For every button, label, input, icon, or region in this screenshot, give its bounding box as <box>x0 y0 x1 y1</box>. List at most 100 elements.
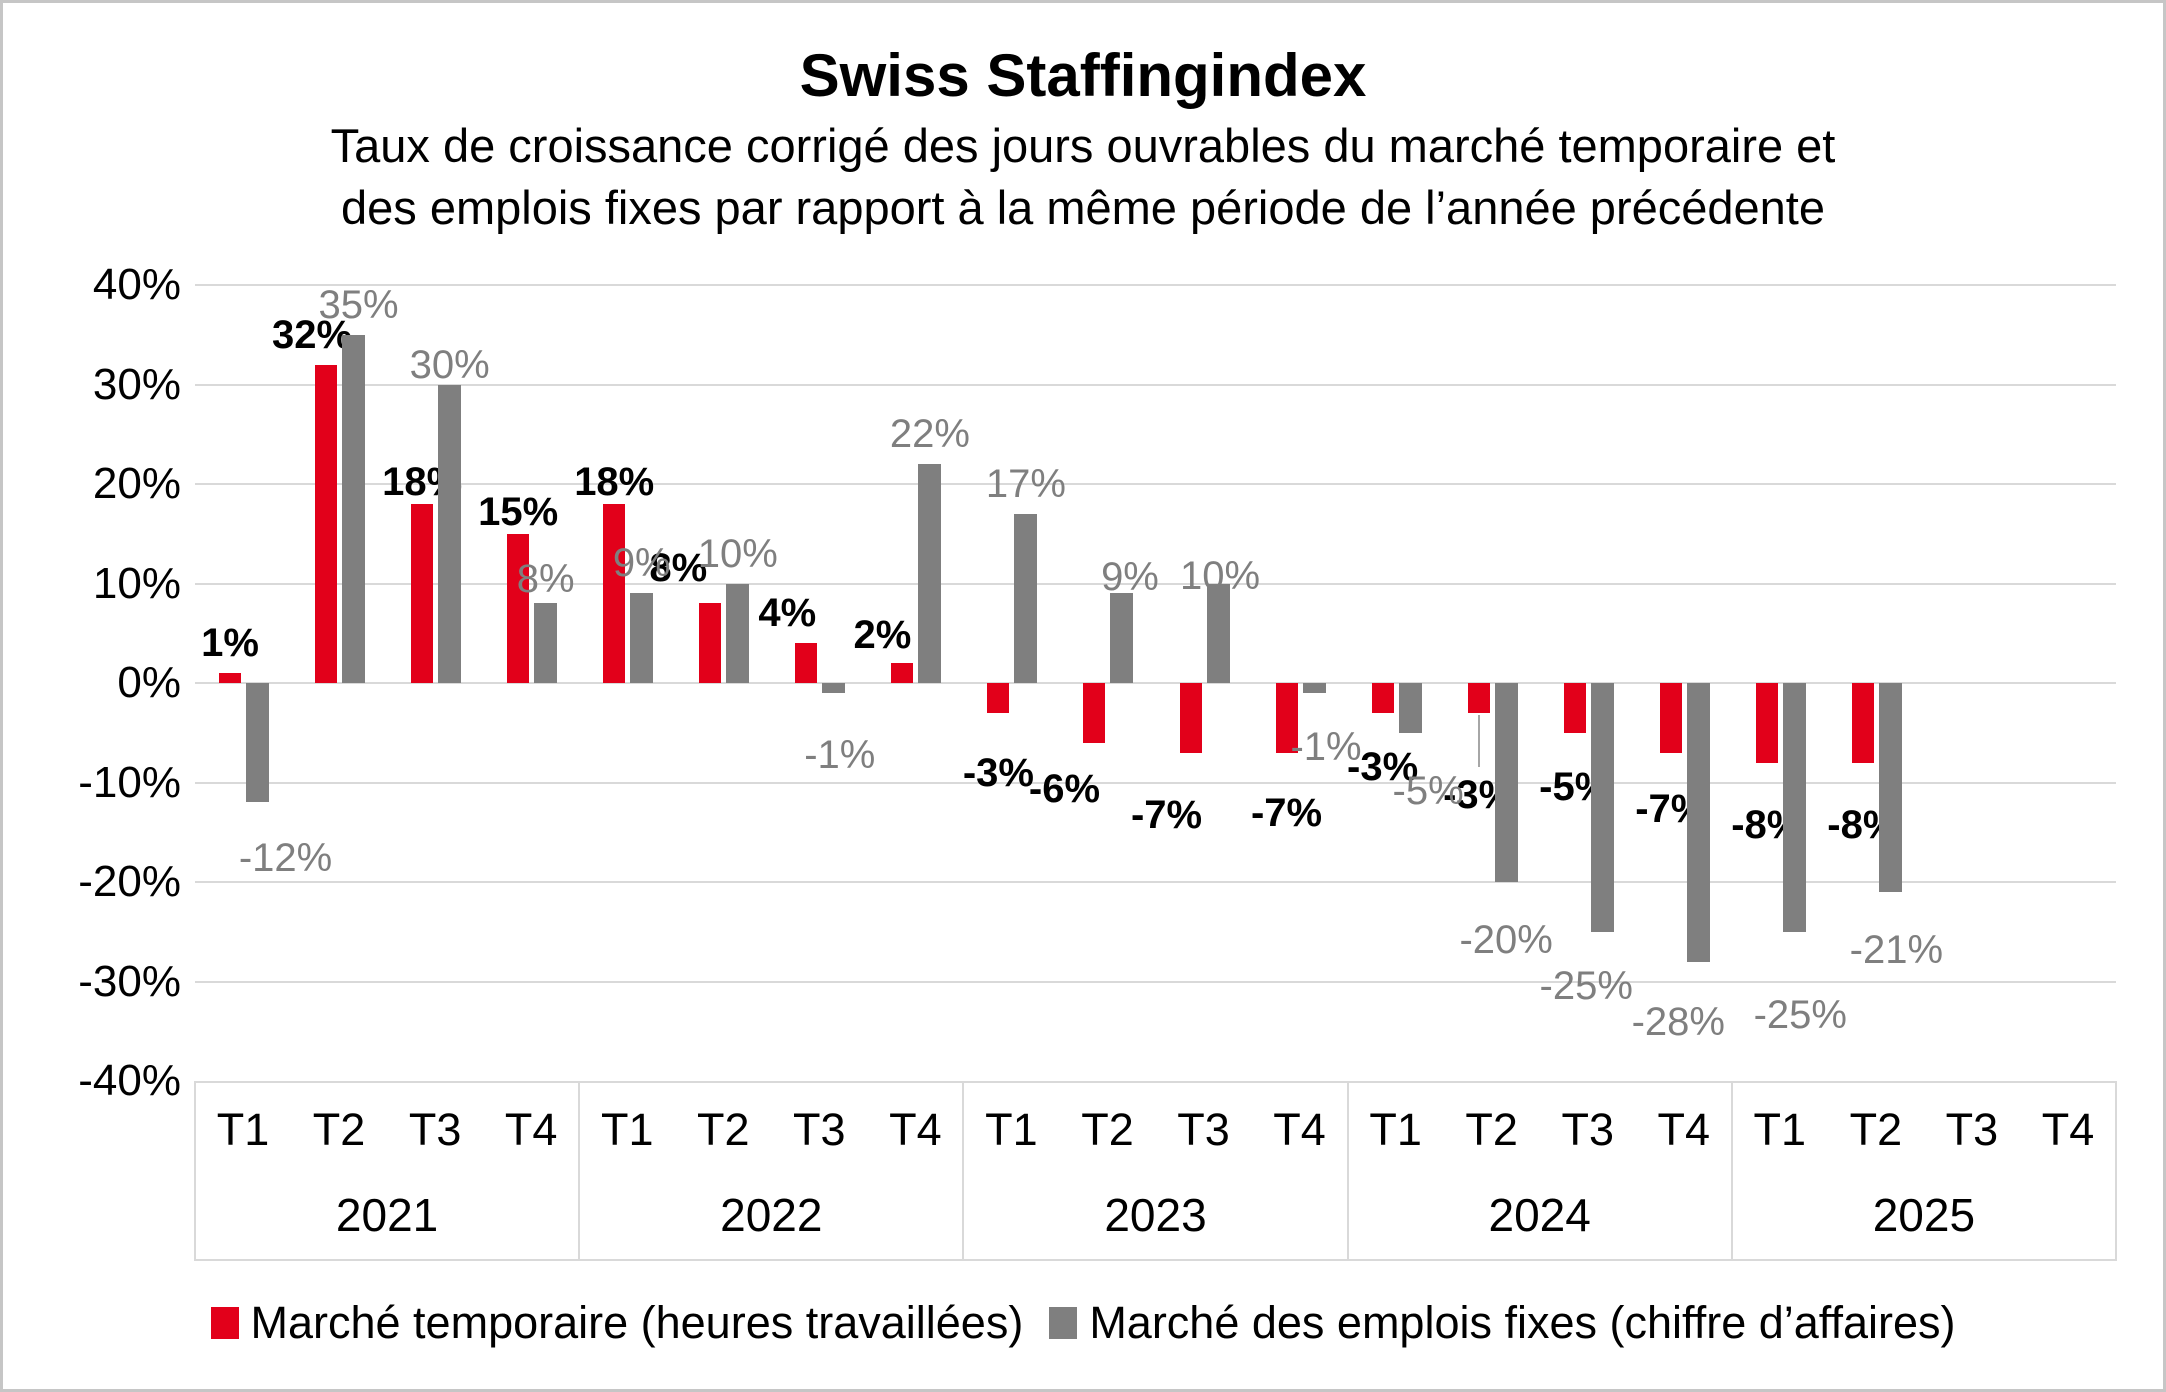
x-axis-quarter-label: T3 <box>1945 1104 1999 1155</box>
x-axis-quarter-label: T1 <box>1369 1104 1422 1155</box>
data-label-marche-temporaire: 32% <box>272 312 353 357</box>
y-axis-tick-label: -30% <box>78 956 181 1006</box>
data-label-marche-temporaire: -6% <box>1028 766 1101 811</box>
bar-marche-temporaire <box>1659 683 1682 753</box>
data-label-marche-temporaire: -7% <box>1130 792 1203 837</box>
x-axis-table-divider <box>962 1081 965 1261</box>
chart-subtitle-line2: des emplois fixes par rapport à la même … <box>341 181 1825 234</box>
data-label-emplois-fixes: 10% <box>697 531 778 576</box>
bar-emplois-fixes <box>1494 683 1518 882</box>
x-axis-table-divider <box>194 1081 196 1261</box>
data-label-emplois-fixes: -25% <box>1539 963 1633 1008</box>
data-label-marche-temporaire: 18% <box>574 459 655 504</box>
bar-marche-temporaire <box>1275 683 1298 753</box>
chart-subtitle: Taux de croissance corrigé des jours ouv… <box>3 115 2163 239</box>
bar-marche-temporaire <box>603 503 626 683</box>
gridline <box>195 781 2116 784</box>
bar-marche-temporaire <box>699 603 722 683</box>
bar-marche-temporaire <box>987 683 1010 713</box>
bar-emplois-fixes <box>1302 683 1326 693</box>
label-leader-line <box>1477 714 1480 767</box>
bar-emplois-fixes <box>726 583 750 683</box>
bar-emplois-fixes <box>822 683 846 693</box>
bar-emplois-fixes <box>630 593 654 683</box>
data-label-emplois-fixes: -1% <box>1290 724 1362 769</box>
data-label-marche-temporaire: 1% <box>201 621 259 666</box>
x-axis-quarter-label: T4 <box>889 1104 942 1155</box>
x-axis-year-label: 2021 <box>335 1189 439 1241</box>
x-axis-table-border-top <box>195 1081 2116 1083</box>
data-label-marche-temporaire: 15% <box>478 489 559 534</box>
x-axis-quarter-label: T3 <box>1177 1104 1230 1155</box>
x-axis-year-label: 2022 <box>720 1189 823 1241</box>
data-label-emplois-fixes: -12% <box>238 836 333 881</box>
data-label-emplois-fixes: 9% <box>612 541 671 586</box>
y-axis-tick-label: -40% <box>78 1056 181 1105</box>
gridline <box>195 284 2116 286</box>
bar-marche-temporaire <box>1467 683 1490 713</box>
gridline <box>195 582 2116 585</box>
bar-marche-temporaire <box>411 503 434 683</box>
data-label-marche-temporaire: 4% <box>758 591 817 636</box>
bar-marche-temporaire <box>891 663 914 683</box>
x-axis-quarter-label: T4 <box>2041 1104 2095 1155</box>
x-axis-year-label: 2023 <box>1104 1189 1207 1241</box>
data-label-emplois-fixes: 35% <box>318 282 399 327</box>
bar-emplois-fixes <box>918 464 942 683</box>
data-label-emplois-fixes: -21% <box>1849 927 1944 972</box>
gridline <box>195 483 2116 485</box>
x-axis-table-divider <box>1346 1081 1349 1261</box>
data-label-emplois-fixes: 10% <box>1179 553 1261 598</box>
legend: Marché temporaire (heures travaillées) M… <box>3 1297 2163 1349</box>
data-label-emplois-fixes: 22% <box>889 412 970 457</box>
y-axis-tick-label: 20% <box>92 459 181 508</box>
x-axis-table-border-bottom <box>195 1259 2116 1261</box>
legend-swatch-emplois-fixes <box>1049 1307 1078 1339</box>
legend-swatch-marche-temporaire <box>210 1307 239 1339</box>
gridline <box>195 980 2116 983</box>
bar-marche-temporaire <box>1179 683 1202 753</box>
data-label-emplois-fixes: -20% <box>1459 918 1553 962</box>
data-label-emplois-fixes: 8% <box>516 557 575 602</box>
data-label-marche-temporaire: -3% <box>1347 744 1419 789</box>
bar-emplois-fixes <box>1206 583 1230 683</box>
x-axis-quarter-label: T2 <box>1465 1104 1518 1155</box>
y-axis-tick-label: 0% <box>117 658 181 707</box>
gridline <box>195 682 2116 684</box>
chart-title: Swiss Staffingindex <box>799 42 1367 109</box>
bar-emplois-fixes <box>1014 513 1038 683</box>
bar-emplois-fixes <box>246 683 270 803</box>
gridline <box>195 383 2116 386</box>
bar-emplois-fixes <box>438 384 462 683</box>
data-label-marche-temporaire: -3% <box>962 750 1034 795</box>
bar-marche-temporaire <box>795 643 818 683</box>
x-axis-quarter-label: T4 <box>1657 1104 1711 1155</box>
bar-marche-temporaire <box>507 533 530 683</box>
bar-marche-temporaire <box>1755 683 1778 763</box>
data-label-marche-temporaire: 8% <box>649 546 708 591</box>
data-label-emplois-fixes: 17% <box>985 461 1066 506</box>
data-label-emplois-fixes: -28% <box>1631 999 1725 1044</box>
y-axis-tick-label: -10% <box>78 757 181 807</box>
x-axis-quarter-label: T2 <box>1849 1104 1903 1155</box>
data-label-emplois-fixes: 30% <box>409 342 490 387</box>
bar-marche-temporaire <box>1851 683 1874 763</box>
bar-emplois-fixes <box>1590 683 1614 932</box>
bar-marche-temporaire <box>219 673 242 683</box>
bar-emplois-fixes <box>534 603 558 683</box>
x-axis-quarter-label: T2 <box>697 1104 750 1155</box>
bar-emplois-fixes <box>1782 683 1806 932</box>
y-axis-tick-label: 40% <box>92 260 181 309</box>
bar-emplois-fixes <box>342 334 366 683</box>
plot-area: 40% 30% 20% 10% 0% -10% -20% -30% -40% 1% 32% 18% 15… <box>3 3 2163 1389</box>
x-axis-quarter-label: T3 <box>1561 1104 1614 1155</box>
bar-emplois-fixes <box>1110 593 1134 683</box>
bar-emplois-fixes <box>1686 683 1710 962</box>
chart-subtitle-line1: Taux de croissance corrigé des jours ouv… <box>330 119 1836 172</box>
data-label-marche-temporaire: 2% <box>853 613 912 658</box>
x-axis-quarter-label: T2 <box>312 1104 366 1155</box>
x-axis-quarter-label: T3 <box>793 1104 846 1155</box>
x-axis-quarter-label: T4 <box>504 1104 558 1155</box>
x-axis-quarter-label: T3 <box>408 1104 462 1155</box>
